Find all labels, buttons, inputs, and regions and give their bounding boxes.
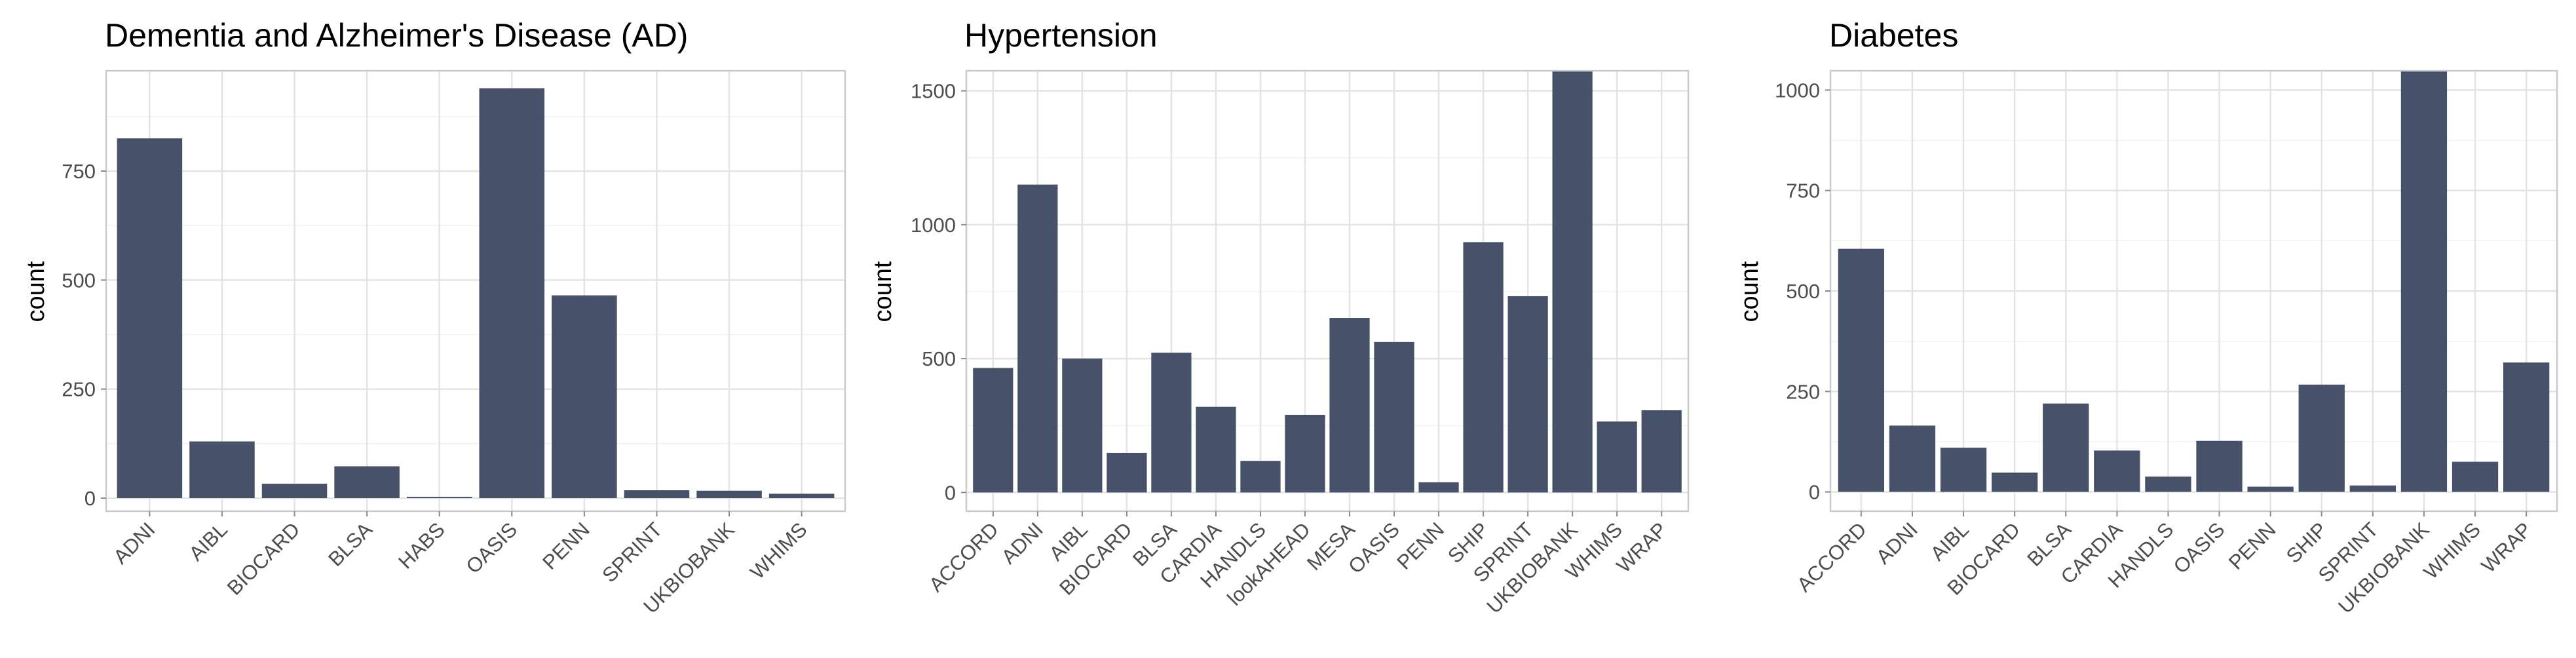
bar-ukbiobank (1552, 71, 1593, 493)
bar-blsa (334, 466, 400, 499)
bar-sprint (624, 490, 690, 499)
bar-penn (1418, 482, 1459, 493)
x-tick-label: ADNI (1872, 518, 1922, 568)
x-tick-label: AIBL (185, 518, 232, 565)
x-tick-label: AIBL (1926, 518, 1973, 565)
bar-aibl (1062, 358, 1103, 493)
panel-title: Diabetes (1829, 17, 1958, 54)
bar-sprint (2349, 485, 2396, 492)
y-axis-title: count (1736, 261, 1764, 322)
x-tick-label: WRAP (2477, 518, 2537, 577)
chart-panel-diabetes: Diabetes count 0 250 500 750 1000 ACCORD ADNI A… (1736, 17, 2558, 618)
bar-wrap (1641, 410, 1682, 493)
y-tick-label: 0 (85, 487, 96, 510)
bar-accord (1838, 248, 1885, 492)
x-tick-label: ACCORD (924, 518, 1003, 596)
x-tick-label: SPRINT (597, 518, 666, 587)
bar-cardia (1196, 406, 1236, 493)
chart-panel-dementia: Dementia and Alzheimer's Disease (AD) co… (22, 17, 846, 618)
x-tick-label: WRAP (1612, 518, 1672, 577)
chart-panel-hypertension: Hypertension count 0 500 1000 1500 ACCORDADN… (869, 17, 1690, 618)
y-axis-title: count (22, 261, 50, 322)
y-tick-label: 500 (922, 347, 956, 370)
bar-habs (406, 497, 472, 499)
x-tick-label: OASIS (461, 518, 521, 578)
plot-area-border (105, 69, 846, 513)
x-tick-label: PENN (1392, 518, 1449, 574)
bar-adni (1889, 425, 1936, 492)
x-tick-label: BIOCARD (223, 518, 305, 600)
panel-title: Hypertension (964, 17, 1158, 54)
bar-oasis (479, 88, 545, 499)
bar-adni (1017, 184, 1058, 493)
plot-area-border (965, 69, 1690, 513)
bar-biocard (261, 484, 328, 499)
bar-accord (973, 368, 1013, 493)
bar-adni (117, 138, 183, 499)
y-axis-title: count (869, 261, 897, 322)
bar-handls (2145, 476, 2191, 492)
bar-oasis (2196, 440, 2243, 492)
y-tick-label: 500 (62, 269, 96, 292)
y-tick-label: 250 (1786, 380, 1820, 403)
bar-aibl (1940, 448, 1987, 492)
bar-cardia (2094, 450, 2140, 492)
bar-handls (1240, 461, 1281, 493)
x-tick-label: WHIMS (2419, 518, 2485, 583)
bar-wrap (2503, 362, 2550, 492)
x-tick-label: BLSA (324, 518, 377, 571)
x-tick-label: WHIMS (746, 518, 811, 583)
x-tick-label: PENN (538, 518, 594, 574)
bar-ship (2298, 384, 2345, 492)
x-tick-label: ADNI (997, 518, 1048, 568)
bar-oasis (1374, 341, 1414, 493)
panel-title: Dementia and Alzheimer's Disease (AD) (105, 17, 688, 54)
bar-penn (552, 295, 617, 499)
x-tick-label: PENN (2224, 518, 2281, 574)
bar-ukbiobank (2400, 71, 2448, 492)
y-tick-label: 0 (1809, 481, 1820, 504)
bar-blsa (1151, 353, 1192, 493)
y-tick-label: 1000 (911, 214, 956, 237)
bar-whims (768, 494, 835, 499)
bar-mesa (1329, 318, 1370, 493)
x-tick-label: ACCORD (1792, 518, 1871, 596)
bar-biocard (1992, 473, 2038, 492)
bar-lookahead (1285, 414, 1325, 493)
x-tick-label: HABS (394, 518, 449, 573)
bar-biocard (1107, 452, 1147, 493)
y-tick-label: 1500 (911, 80, 956, 103)
y-tick-label: 1000 (1775, 79, 1820, 102)
y-tick-label: 750 (62, 160, 96, 183)
y-tick-label: 750 (1786, 180, 1820, 203)
bar-whims (2452, 461, 2499, 492)
bar-ship (1463, 242, 1504, 493)
x-tick-label: OASIS (1344, 518, 1404, 578)
bar-aibl (189, 441, 255, 499)
x-tick-label: OASIS (2169, 518, 2229, 578)
bar-blsa (2043, 403, 2089, 492)
y-tick-label: 250 (62, 378, 96, 401)
y-tick-label: 0 (945, 481, 956, 504)
bar-ukbiobank (696, 490, 762, 499)
bar-sprint (1507, 296, 1548, 493)
bar-whims (1597, 421, 1637, 493)
x-tick-label: ADNI (109, 518, 159, 568)
bar-penn (2247, 486, 2294, 492)
y-tick-label: 500 (1786, 280, 1820, 303)
